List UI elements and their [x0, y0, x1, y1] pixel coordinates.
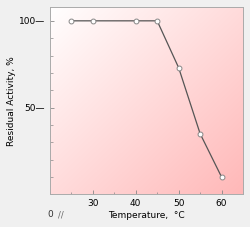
Y-axis label: Residual Activity, %: Residual Activity, % [7, 56, 16, 146]
X-axis label: Temperature,  °C: Temperature, °C [108, 211, 185, 220]
Text: 0: 0 [47, 210, 53, 219]
Text: //: // [58, 210, 64, 219]
